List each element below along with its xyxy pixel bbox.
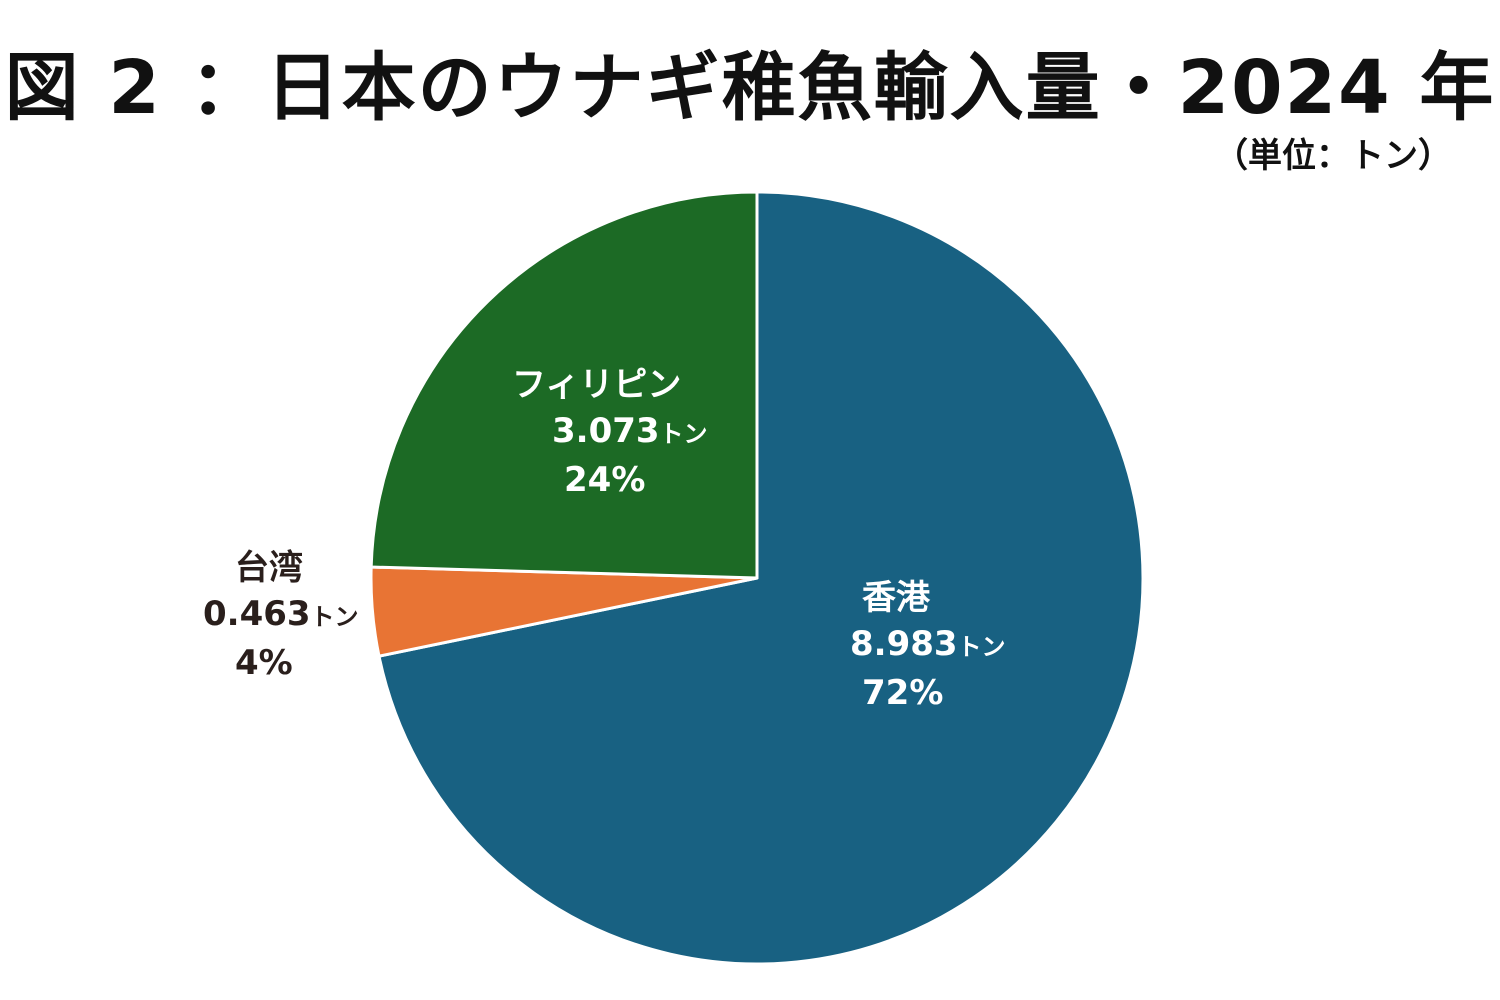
- slice-name: フィリピン: [512, 365, 682, 405]
- slice-label-philippines: フィリピン 3.073トン 24%: [512, 362, 708, 503]
- slice-value: 0.463トン: [203, 594, 359, 634]
- slice-percent: 24%: [564, 460, 646, 500]
- slice-value: 8.983トン: [850, 624, 1006, 664]
- pie-slice-hongkong: [377, 190, 1145, 966]
- slice-percent: 72%: [862, 673, 944, 713]
- chart-title: 図 2 ：日本のウナギ稚魚輸入量・2024 年: [4, 45, 1496, 131]
- slice-label-hongkong: 香港 8.983トン 72%: [850, 575, 1006, 716]
- unit-note: （単位：トン）: [1214, 136, 1452, 176]
- pie-slice-philippines: [369, 190, 759, 580]
- slice-percent: 4%: [235, 643, 293, 683]
- slice-name: 台湾: [235, 548, 303, 588]
- slice-label-taiwan: 台湾 0.463トン 4%: [203, 545, 359, 686]
- slice-name: 香港: [862, 578, 930, 618]
- slice-value: 3.073トン: [552, 411, 708, 451]
